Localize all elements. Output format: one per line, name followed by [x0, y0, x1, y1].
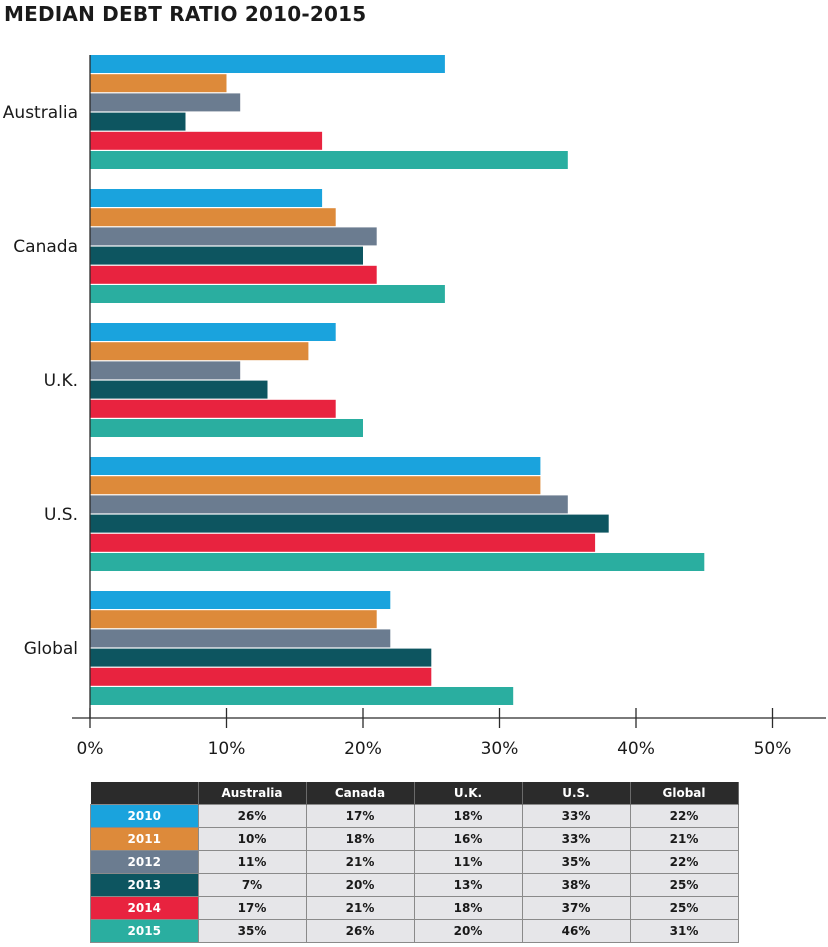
table-cell: 22%: [629, 804, 739, 828]
year-cell: 2015: [90, 919, 199, 943]
table-cell: 17%: [305, 804, 415, 828]
table-cell: 16%: [413, 827, 523, 851]
table-cell: 21%: [305, 850, 415, 874]
year-cell: 2013: [90, 873, 199, 897]
bar-global-2013: [90, 648, 432, 667]
table-cell: 21%: [629, 827, 739, 851]
table-cell: 46%: [521, 919, 631, 943]
chart-title: MEDIAN DEBT RATIO 2010-2015: [4, 2, 367, 26]
bar-uk-2015: [90, 419, 363, 437]
bar-global-2014: [90, 667, 432, 686]
table-header-cell: Global: [630, 782, 739, 805]
bar-australia-2013: [90, 112, 186, 131]
bar-us-2010: [90, 457, 541, 475]
bar-global-2015: [90, 687, 514, 705]
table-header-cell: Canada: [306, 782, 415, 805]
x-tick-label: 30%: [481, 739, 519, 759]
table-cell: 26%: [305, 919, 415, 943]
bar-global-2010: [90, 591, 391, 609]
category-label: U.K.: [44, 371, 78, 391]
table-cell: 11%: [197, 850, 307, 874]
data-table: Australia Canada U.K. U.S. Global 2010 2…: [90, 782, 739, 943]
table-row: 2015 35% 26% 20% 46% 31%: [90, 919, 739, 943]
bar-australia-2015: [90, 151, 568, 169]
table-cell: 10%: [197, 827, 307, 851]
table-cell: 18%: [413, 896, 523, 920]
category-label: Global: [24, 639, 78, 659]
bar-us-2011: [90, 476, 541, 495]
year-cell: 2010: [90, 804, 199, 828]
table-cell: 20%: [305, 873, 415, 897]
x-tick-label: 20%: [344, 739, 382, 759]
category-label: Australia: [3, 103, 78, 123]
bar-us-2012: [90, 495, 568, 514]
table-row: 2010 26% 17% 18% 33% 22%: [90, 804, 739, 828]
bar-australia-2010: [90, 55, 445, 73]
table-cell: 13%: [413, 873, 523, 897]
table-cell: 33%: [521, 827, 631, 851]
bar-australia-2014: [90, 131, 323, 150]
bar-us-2013: [90, 514, 609, 533]
table-row: 2013 7% 20% 13% 38% 25%: [90, 873, 739, 897]
table-row: 2011 10% 18% 16% 33% 21%: [90, 827, 739, 851]
bar-canada-2012: [90, 227, 377, 246]
table-header-cell: U.S.: [522, 782, 631, 805]
bar-uk-2014: [90, 399, 336, 418]
x-tick-label: 40%: [617, 739, 655, 759]
table-cell: 26%: [197, 804, 307, 828]
bar-us-2014: [90, 533, 596, 552]
year-cell: 2014: [90, 896, 199, 920]
bar-uk-2012: [90, 361, 241, 380]
x-tick-label: 10%: [208, 739, 246, 759]
bar-australia-2012: [90, 93, 241, 112]
table-cell: 35%: [521, 850, 631, 874]
bar-us-2015: [90, 553, 705, 571]
x-tick-label: 50%: [754, 739, 792, 759]
table-header-cell: [90, 782, 199, 805]
table-cell: 37%: [521, 896, 631, 920]
table-cell: 18%: [413, 804, 523, 828]
category-label: U.S.: [44, 505, 78, 525]
table-cell: 11%: [413, 850, 523, 874]
bar-canada-2011: [90, 208, 336, 227]
table-cell: 25%: [629, 896, 739, 920]
table-cell: 21%: [305, 896, 415, 920]
table-cell: 7%: [197, 873, 307, 897]
table-cell: 18%: [305, 827, 415, 851]
bar-australia-2011: [90, 74, 227, 93]
x-tick-label: 0%: [77, 739, 104, 759]
table-cell: 33%: [521, 804, 631, 828]
table-cell: 35%: [197, 919, 307, 943]
bar-uk-2010: [90, 323, 336, 341]
bar-canada-2015: [90, 285, 445, 303]
bar-canada-2014: [90, 265, 377, 284]
table-cell: 22%: [629, 850, 739, 874]
bar-global-2011: [90, 610, 377, 629]
table-cell: 20%: [413, 919, 523, 943]
table-cell: 17%: [197, 896, 307, 920]
table-header-cell: Australia: [198, 782, 307, 805]
bar-uk-2011: [90, 342, 309, 361]
category-label: Canada: [13, 237, 78, 257]
bar-uk-2013: [90, 380, 268, 399]
table-cell: 25%: [629, 873, 739, 897]
table-row: 2012 11% 21% 11% 35% 22%: [90, 850, 739, 874]
bar-global-2012: [90, 629, 391, 648]
table-cell: 38%: [521, 873, 631, 897]
table-row: 2014 17% 21% 18% 37% 25%: [90, 896, 739, 920]
bar-canada-2013: [90, 246, 363, 265]
year-cell: 2011: [90, 827, 199, 851]
bar-canada-2010: [90, 189, 323, 207]
table-header-row: Australia Canada U.K. U.S. Global: [90, 782, 739, 805]
table-cell: 31%: [629, 919, 739, 943]
bar-chart: Australia Canada U.K. U.S. Global 0% 10% 20% 30%…: [3, 55, 826, 759]
table-header-cell: U.K.: [414, 782, 523, 805]
year-cell: 2012: [90, 850, 199, 874]
